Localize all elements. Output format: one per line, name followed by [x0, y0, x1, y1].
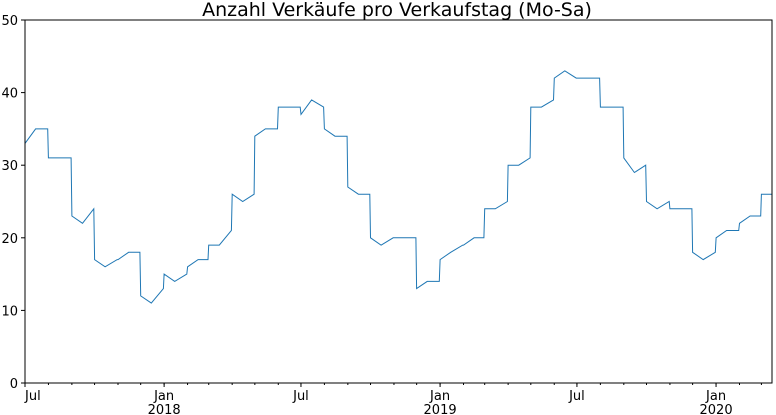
- x-tick-year-label: 2020: [700, 403, 733, 415]
- x-tick-label: Jan: [429, 389, 450, 404]
- x-tick-label: Jan: [705, 389, 726, 404]
- y-tick-label: 0: [10, 377, 18, 392]
- plot-frame: [24, 19, 773, 384]
- y-tick-label: 50: [1, 14, 18, 29]
- x-tick-label: Jan: [153, 389, 174, 404]
- x-tick-year-label: 2018: [148, 403, 181, 415]
- plot-area: [24, 19, 773, 384]
- x-tick-year-label: 2019: [424, 403, 457, 415]
- y-tick-label: 20: [1, 232, 18, 247]
- chart-title: Anzahl Verkäufe pro Verkaufstag (Mo-Sa): [202, 0, 592, 21]
- x-tick-label: Jul: [292, 389, 309, 404]
- x-tick-label: Jul: [24, 389, 41, 404]
- y-tick-label: 30: [1, 159, 18, 174]
- y-tick-label: 10: [1, 304, 18, 319]
- x-tick-label: Jul: [568, 389, 585, 404]
- y-tick-label: 40: [1, 87, 18, 102]
- series-line: [24, 70, 772, 304]
- y-axis: 0 10 20 30 40 50: [1, 14, 25, 392]
